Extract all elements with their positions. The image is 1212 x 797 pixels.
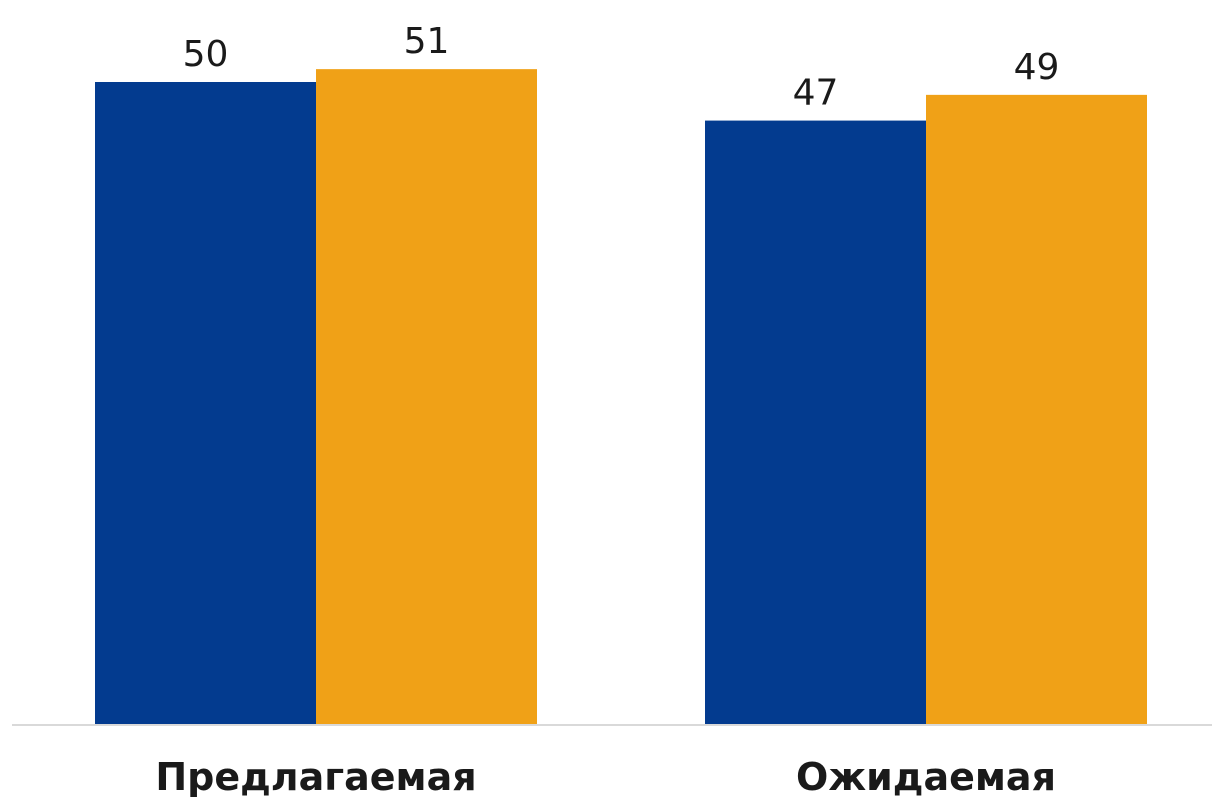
bars-group — [95, 69, 1147, 726]
value-label-1-2: 51 — [404, 21, 450, 62]
bar-2-2 — [926, 94, 1147, 726]
value-label-2-1: 47 — [793, 73, 839, 114]
bar-1-2 — [316, 69, 537, 725]
value-labels-group: 50 51 47 49 — [183, 21, 1060, 113]
bar-1-1 — [95, 82, 316, 725]
category-label-2: Ожидаемая — [796, 755, 1056, 797]
value-label-1-1: 50 — [183, 34, 229, 75]
category-label-1: Предлагаемая — [155, 755, 476, 797]
category-labels-group: Предлагаемая Ожидаемая — [155, 755, 1056, 797]
bar-2-1 — [705, 120, 926, 725]
value-label-2-2: 49 — [1014, 47, 1060, 88]
